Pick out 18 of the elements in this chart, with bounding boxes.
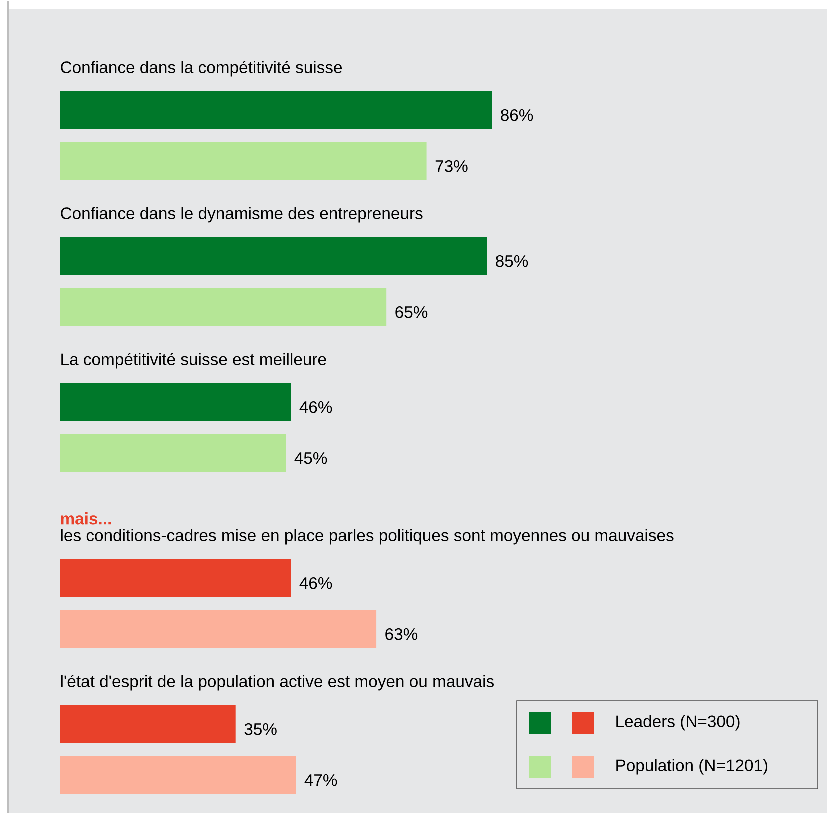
data-label: 65%: [396, 306, 428, 318]
data-label: 73%: [436, 160, 468, 172]
data-label: 47%: [304, 774, 338, 786]
y-tick-label: La compétitivité suisse est meilleure: [62, 353, 326, 369]
y-tick-label: les conditions-cadres mise en place parles politiques sont moyennes ou mauvaises: [61, 529, 674, 545]
annotation: mais...: [61, 512, 112, 525]
data-label: 46%: [300, 577, 332, 590]
data-label: 85%: [496, 255, 528, 268]
legend-label: Leaders (N=300): [616, 715, 740, 731]
y-tick-label: Confiance dans le dynamisme des entrepreneurs: [61, 207, 423, 223]
y-tick-label: l'état d'esprit de la population active est moyen ou mauvais: [61, 675, 494, 691]
data-label: 86%: [501, 109, 534, 122]
data-label: 35%: [244, 723, 277, 736]
legend-label: Population (N=1201): [616, 759, 768, 775]
y-tick-label: Confiance dans la compétitivité suisse: [61, 61, 342, 77]
data-label: 45%: [294, 452, 328, 464]
data-label: 46%: [300, 401, 332, 414]
data-label: 63%: [386, 628, 418, 640]
